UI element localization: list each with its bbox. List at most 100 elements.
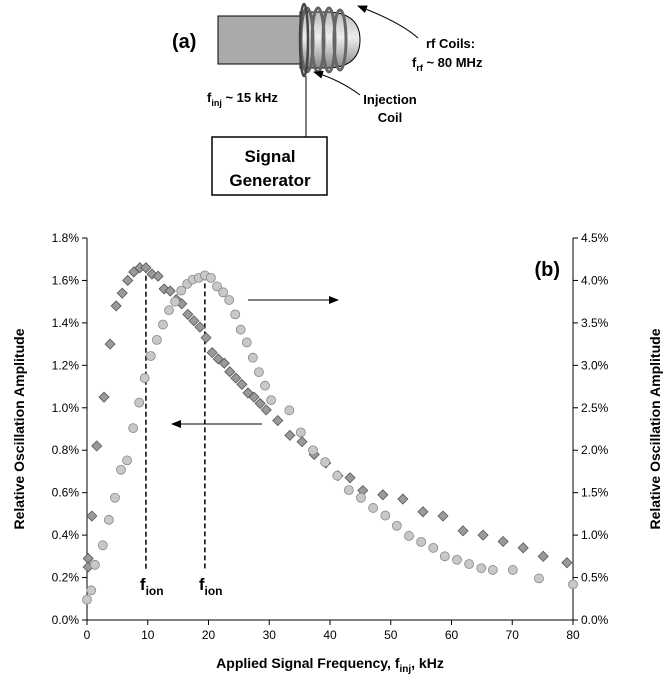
y-tick-label: 1.2% xyxy=(52,358,80,372)
circle-point xyxy=(110,492,120,503)
circle-point xyxy=(151,334,162,345)
circle-point xyxy=(266,395,276,406)
diamond-point xyxy=(457,525,469,537)
circle-point xyxy=(391,520,402,531)
circle-point xyxy=(218,287,228,298)
diamond-point xyxy=(284,429,296,441)
circle-point xyxy=(343,485,354,496)
diamond-point xyxy=(248,391,260,403)
diamond-point xyxy=(377,489,389,501)
y2-tick-label: 0.5% xyxy=(581,571,609,585)
diamond-point xyxy=(91,440,103,452)
circle-point xyxy=(534,573,544,584)
diamond-point xyxy=(206,347,218,359)
diamond-point xyxy=(182,308,194,320)
circle-point xyxy=(284,405,295,416)
circle-point xyxy=(428,542,439,553)
circle-point xyxy=(176,285,187,296)
circle-point xyxy=(230,309,241,320)
text: f xyxy=(207,90,212,105)
y2-tick-label: 2.5% xyxy=(581,401,609,415)
circle-point xyxy=(122,455,132,466)
y2-tick-label: 4.0% xyxy=(581,273,609,287)
rf-label: rf Coils: xyxy=(426,36,475,51)
x-tick-label: 70 xyxy=(506,628,520,642)
text: f xyxy=(412,55,417,70)
circle-point xyxy=(380,510,391,521)
x-tick-label: 0 xyxy=(84,628,91,642)
diamond-point xyxy=(194,321,206,333)
circle-point xyxy=(356,492,366,503)
panel-label: (a) xyxy=(172,31,196,53)
circle-point xyxy=(82,594,92,605)
circle-point xyxy=(116,464,126,475)
diamond-point xyxy=(477,529,489,541)
x-tick-label: 50 xyxy=(384,628,398,642)
circle-point xyxy=(89,559,100,570)
diamond-point xyxy=(218,357,230,369)
diamond-point xyxy=(236,378,248,390)
diamond-point xyxy=(561,557,573,569)
diamond-point xyxy=(272,414,284,427)
circle-point xyxy=(128,423,139,434)
circle-point xyxy=(158,319,168,330)
y-tick-label: 0.6% xyxy=(52,486,80,500)
circle-point xyxy=(235,324,246,335)
y2-tick-label: 3.0% xyxy=(581,358,609,372)
rod xyxy=(217,15,301,65)
circle-point xyxy=(86,585,97,596)
y2-tick-label: 4.5% xyxy=(581,231,609,245)
circle-point xyxy=(254,367,264,378)
circle-point xyxy=(568,579,578,590)
diamond-point xyxy=(537,550,549,562)
circle-point xyxy=(139,373,150,383)
circle-point xyxy=(224,295,235,305)
circle-point xyxy=(439,551,450,562)
circle-point xyxy=(212,281,222,292)
plot-frame xyxy=(87,238,573,620)
subscript: inj xyxy=(211,98,222,108)
diamond-point xyxy=(116,287,128,299)
circle-point xyxy=(507,565,518,575)
circle-point xyxy=(332,470,343,481)
circle-point xyxy=(476,563,487,574)
circle-point xyxy=(170,296,180,307)
diamond-point xyxy=(152,270,164,282)
text: ~ 80 MHz xyxy=(423,55,483,70)
diamond-point xyxy=(260,404,272,416)
y-tick-label: 0.0% xyxy=(52,613,80,627)
y2-axis-label: Relative Oscillation Amplitude xyxy=(647,328,663,529)
chart: 0.0% 0.2% 0.4% 0.6% 0.8% 1.0% 1.2% 1.4% 1.6% 1.8%… xyxy=(11,231,663,675)
y-tick-label: 0.2% xyxy=(52,571,80,585)
coil-label: Coil xyxy=(378,110,403,125)
diamond-point xyxy=(254,397,266,410)
diamond-point xyxy=(497,535,509,548)
y2-tick-label: 2.0% xyxy=(581,443,609,457)
diamond-point xyxy=(230,372,242,384)
rf-freq: frf ~ 80 MHz xyxy=(412,55,483,73)
y2-tick-label: 3.5% xyxy=(581,316,609,330)
subscript: ion xyxy=(146,584,164,598)
y-axis-label: Relative Oscillation Amplitude xyxy=(11,328,27,529)
x-tick-label: 10 xyxy=(141,628,155,642)
circle-point xyxy=(164,305,174,316)
diamond-point xyxy=(224,366,236,378)
generator-label: Generator xyxy=(229,171,311,190)
diamond-point xyxy=(110,300,122,312)
y-tick-label: 1.4% xyxy=(52,316,80,330)
circle-point xyxy=(368,503,379,513)
diamond-point xyxy=(200,332,212,344)
subscript: rf xyxy=(416,63,424,73)
peak-label: fion xyxy=(199,575,223,598)
peak-label: fion xyxy=(140,575,164,598)
y-tick-label: 0.4% xyxy=(52,528,80,542)
diamond-point xyxy=(517,542,529,554)
circle-point xyxy=(134,397,145,408)
arrow xyxy=(357,5,419,39)
diamond-point xyxy=(122,274,134,287)
diamond-point xyxy=(437,510,449,522)
x-tick-label: 30 xyxy=(263,628,277,642)
diamond-point xyxy=(104,338,116,350)
circle-point xyxy=(320,457,331,468)
